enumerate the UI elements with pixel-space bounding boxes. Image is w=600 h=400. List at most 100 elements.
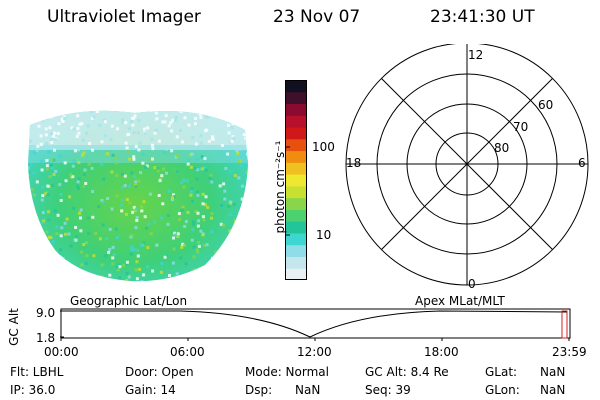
speckle xyxy=(48,175,52,179)
speckle xyxy=(118,265,122,269)
speckle xyxy=(58,154,62,158)
speckle xyxy=(185,179,189,183)
mlt-dawn-label: 6 xyxy=(578,156,586,170)
speckle xyxy=(56,270,60,274)
speckle xyxy=(67,282,70,285)
speckle xyxy=(80,122,84,126)
speckle xyxy=(20,193,23,196)
speckle xyxy=(198,280,202,282)
colorbar-segment xyxy=(285,197,307,210)
speckle xyxy=(92,115,96,119)
speckle xyxy=(76,127,80,130)
speckle xyxy=(151,269,155,273)
speckle xyxy=(85,131,89,135)
speckle xyxy=(133,146,137,150)
speckle xyxy=(150,138,154,141)
speckle xyxy=(39,115,43,119)
speckle xyxy=(120,280,124,282)
speckle xyxy=(172,193,175,197)
speckle xyxy=(42,278,45,282)
speckle xyxy=(82,185,86,189)
speckle xyxy=(77,148,80,152)
speckle xyxy=(28,254,29,258)
speckle xyxy=(91,148,94,152)
speckle xyxy=(82,151,86,155)
speckle xyxy=(32,193,36,197)
speckle xyxy=(189,193,193,197)
speckle xyxy=(21,196,24,199)
speckle xyxy=(120,203,124,207)
status-mode: Mode: Normal xyxy=(245,365,329,379)
speckle xyxy=(90,166,94,170)
status-flt: Flt: LBHL xyxy=(10,365,64,379)
speckle xyxy=(239,163,243,167)
speckle xyxy=(44,127,48,131)
speckle xyxy=(24,247,27,250)
speckle xyxy=(100,198,104,202)
speckle xyxy=(227,123,230,127)
speckle xyxy=(24,152,27,155)
speckle xyxy=(110,170,114,174)
speckle xyxy=(49,107,52,110)
speckle xyxy=(182,178,186,182)
speckle xyxy=(56,110,60,111)
speckle xyxy=(40,118,44,122)
speckle xyxy=(105,237,108,240)
speckle xyxy=(97,205,101,209)
speckle xyxy=(173,231,177,235)
speckle xyxy=(176,232,180,236)
speckle xyxy=(201,233,205,237)
speckle xyxy=(236,250,239,254)
speckle xyxy=(155,243,159,247)
speckle xyxy=(77,131,81,135)
speckle xyxy=(245,171,248,175)
speckle xyxy=(160,262,164,265)
speckle xyxy=(28,132,29,136)
speckle xyxy=(111,153,115,157)
speckle xyxy=(134,226,138,230)
date-label: 23 Nov 07 xyxy=(273,7,361,27)
speckle xyxy=(199,134,203,138)
speckle xyxy=(146,126,150,130)
speckle xyxy=(23,247,26,250)
speckle xyxy=(231,135,235,139)
speckle xyxy=(63,161,67,165)
speckle xyxy=(214,250,218,254)
speckle xyxy=(224,167,228,170)
speckle xyxy=(195,190,199,194)
speckle xyxy=(35,148,39,152)
speckle xyxy=(161,120,165,124)
speckle xyxy=(80,263,84,267)
polar-plot xyxy=(345,44,589,286)
speckle xyxy=(76,180,80,184)
speckle xyxy=(187,123,191,127)
speckle xyxy=(69,244,73,248)
speckle xyxy=(29,228,33,232)
speckle xyxy=(249,111,250,114)
speckle xyxy=(206,205,210,209)
speckle xyxy=(164,114,168,118)
speckle xyxy=(182,281,185,284)
speckle xyxy=(24,248,27,251)
speckle xyxy=(53,131,57,135)
speckle xyxy=(44,110,47,111)
colorbar-segment xyxy=(285,268,307,280)
speckle xyxy=(195,177,199,181)
speckle xyxy=(220,203,223,207)
speckle xyxy=(219,222,223,226)
speckle xyxy=(138,267,142,271)
speckle xyxy=(228,140,232,144)
speckle xyxy=(100,263,104,267)
speckle xyxy=(208,176,212,180)
speckle xyxy=(131,107,134,110)
colorbar-tick-10: 10 xyxy=(316,228,332,242)
speckle xyxy=(205,243,209,247)
speckle xyxy=(137,283,140,285)
speckle xyxy=(21,217,24,220)
speckle xyxy=(58,106,61,109)
speckle xyxy=(234,111,238,115)
status-gain: Gain: 14 xyxy=(125,383,176,397)
speckle xyxy=(132,174,136,178)
speckle xyxy=(22,180,25,183)
speckle xyxy=(134,184,138,188)
